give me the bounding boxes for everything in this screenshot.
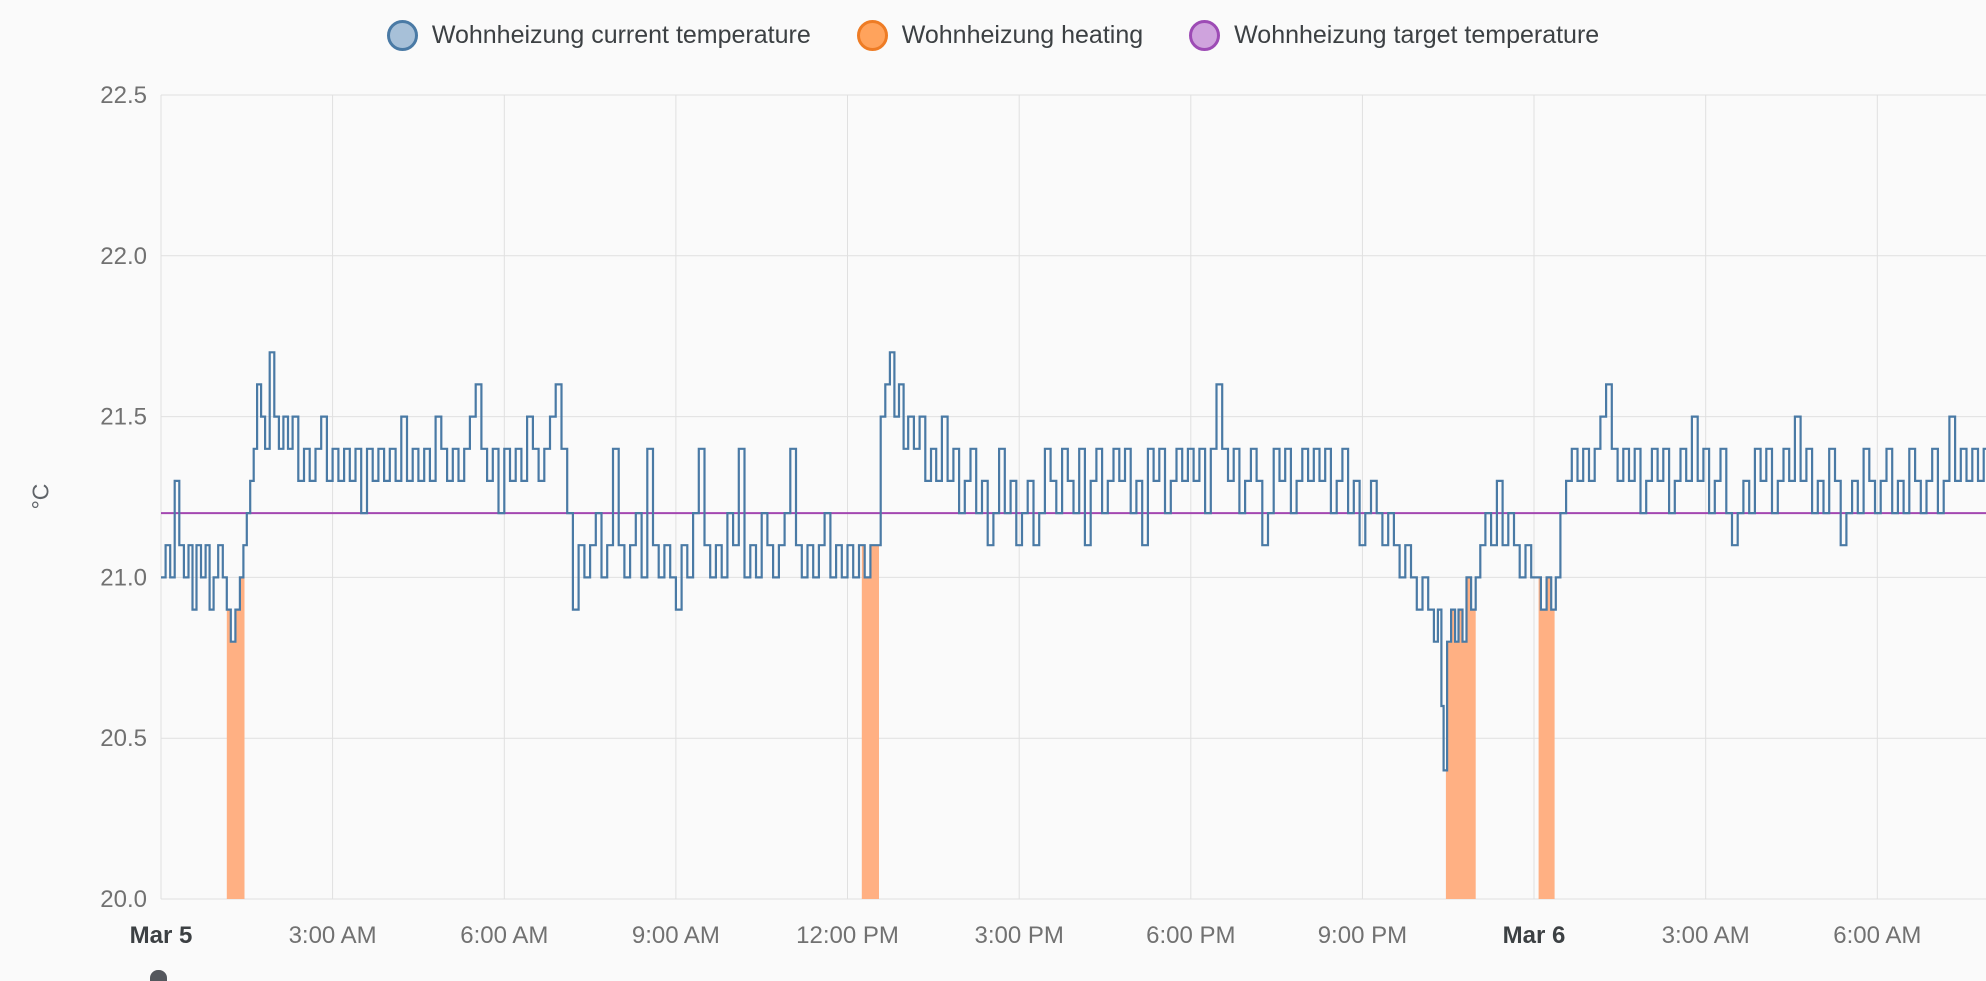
clipped-ui-fragment xyxy=(150,970,167,981)
legend-label-target-temperature: Wohnheizung target temperature xyxy=(1234,21,1600,49)
y-tick-label: 22.5 xyxy=(100,82,147,109)
heating-area xyxy=(1445,577,1476,899)
x-tick-label: 6:00 AM xyxy=(460,922,548,949)
x-tick-label: 9:00 PM xyxy=(1318,922,1407,949)
x-tick-label: Mar 6 xyxy=(1503,922,1566,949)
y-tick-label: 21.0 xyxy=(100,564,147,591)
heating-area xyxy=(861,545,879,899)
x-tick-label: 3:00 AM xyxy=(1662,922,1750,949)
legend-item-heating[interactable]: Wohnheizung heating xyxy=(856,18,1144,52)
y-tick-label: 22.0 xyxy=(100,243,147,270)
x-tick-label: 6:00 PM xyxy=(1146,922,1235,949)
heating-area xyxy=(1538,577,1555,899)
x-tick-label: 6:00 AM xyxy=(1833,922,1921,949)
y-tick-label: 20.0 xyxy=(100,886,147,913)
legend-swatch-heating-icon xyxy=(856,19,888,51)
legend-label-heating: Wohnheizung heating xyxy=(901,21,1144,49)
x-tick-label: 9:00 AM xyxy=(632,922,720,949)
legend-swatch-target-temperature-icon xyxy=(1189,19,1221,51)
current-temperature-line xyxy=(161,351,1986,772)
x-tick-label: 3:00 AM xyxy=(289,922,377,949)
legend-item-current-temperature[interactable]: Wohnheizung current temperature xyxy=(386,18,811,52)
y-tick-label: 21.5 xyxy=(100,404,147,431)
heating-area xyxy=(226,545,245,899)
chart-legend: Wohnheizung current temperature Wohnheiz… xyxy=(0,18,1986,52)
legend-label-current-temperature: Wohnheizung current temperature xyxy=(431,21,811,49)
x-tick-label: 3:00 PM xyxy=(975,922,1064,949)
x-tick-label: Mar 5 xyxy=(130,922,193,949)
legend-item-target-temperature[interactable]: Wohnheizung target temperature xyxy=(1189,18,1599,52)
legend-swatch-current-temperature-icon xyxy=(386,19,418,51)
y-tick-label: 20.5 xyxy=(100,725,147,752)
x-tick-label: 12:00 PM xyxy=(796,922,899,949)
